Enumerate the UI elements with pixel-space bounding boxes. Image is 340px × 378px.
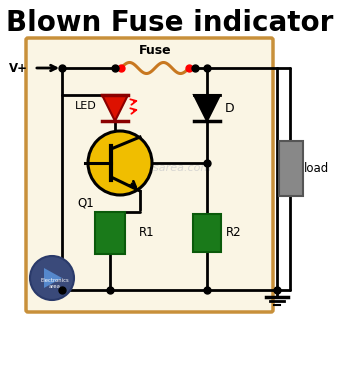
Text: D: D [225,102,235,115]
Circle shape [30,256,74,300]
Polygon shape [194,95,220,121]
Text: V+: V+ [9,62,28,74]
Text: Electronics: Electronics [40,279,69,284]
FancyBboxPatch shape [26,38,273,312]
Polygon shape [102,95,128,121]
Text: Q1: Q1 [78,197,95,209]
Text: Blown Fuse indicator: Blown Fuse indicator [6,9,334,37]
Text: R1: R1 [139,226,155,240]
Circle shape [88,131,152,195]
Text: load: load [304,161,329,175]
Polygon shape [44,268,62,288]
Text: Fuse: Fuse [139,44,171,57]
Bar [95,212,125,254]
Bar [193,214,221,252]
Text: LED: LED [75,101,97,111]
Text: electronicsarea.com: electronicsarea.com [98,163,211,173]
Bar [279,141,303,195]
Text: R2: R2 [226,226,242,240]
Text: area: area [49,285,61,290]
